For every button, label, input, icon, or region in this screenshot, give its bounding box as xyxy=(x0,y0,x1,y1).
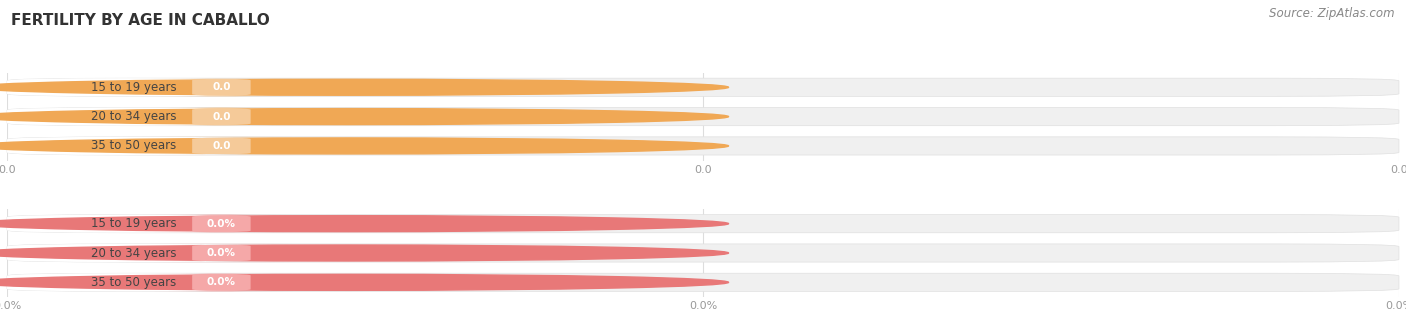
Text: 20 to 34 years: 20 to 34 years xyxy=(91,247,176,259)
FancyBboxPatch shape xyxy=(150,108,292,126)
Text: 35 to 50 years: 35 to 50 years xyxy=(91,276,176,289)
FancyBboxPatch shape xyxy=(150,244,292,262)
Text: Source: ZipAtlas.com: Source: ZipAtlas.com xyxy=(1270,7,1395,19)
Text: 15 to 19 years: 15 to 19 years xyxy=(91,81,177,94)
FancyBboxPatch shape xyxy=(7,214,1399,233)
Text: 20 to 34 years: 20 to 34 years xyxy=(91,110,176,123)
FancyBboxPatch shape xyxy=(150,214,292,233)
Circle shape xyxy=(0,216,728,232)
FancyBboxPatch shape xyxy=(7,108,250,126)
FancyBboxPatch shape xyxy=(7,273,1399,291)
FancyBboxPatch shape xyxy=(7,273,250,291)
Circle shape xyxy=(0,245,728,261)
Text: 0.0%: 0.0% xyxy=(207,219,236,229)
Text: 0.0: 0.0 xyxy=(212,82,231,92)
FancyBboxPatch shape xyxy=(7,108,1399,126)
Text: FERTILITY BY AGE IN CABALLO: FERTILITY BY AGE IN CABALLO xyxy=(11,13,270,28)
FancyBboxPatch shape xyxy=(7,137,250,155)
FancyBboxPatch shape xyxy=(150,137,292,155)
Circle shape xyxy=(0,138,728,154)
Text: 15 to 19 years: 15 to 19 years xyxy=(91,217,177,230)
FancyBboxPatch shape xyxy=(150,273,292,291)
Text: 0.0%: 0.0% xyxy=(207,277,236,287)
FancyBboxPatch shape xyxy=(7,244,250,262)
Circle shape xyxy=(0,79,728,95)
Text: 0.0: 0.0 xyxy=(212,112,231,121)
Text: 0.0%: 0.0% xyxy=(207,248,236,258)
Text: 35 to 50 years: 35 to 50 years xyxy=(91,140,176,152)
Circle shape xyxy=(0,109,728,125)
FancyBboxPatch shape xyxy=(7,78,1399,96)
FancyBboxPatch shape xyxy=(7,137,1399,155)
FancyBboxPatch shape xyxy=(7,78,250,96)
FancyBboxPatch shape xyxy=(7,214,250,233)
FancyBboxPatch shape xyxy=(7,244,1399,262)
Circle shape xyxy=(0,274,728,290)
Text: 0.0: 0.0 xyxy=(212,141,231,151)
FancyBboxPatch shape xyxy=(150,78,292,96)
